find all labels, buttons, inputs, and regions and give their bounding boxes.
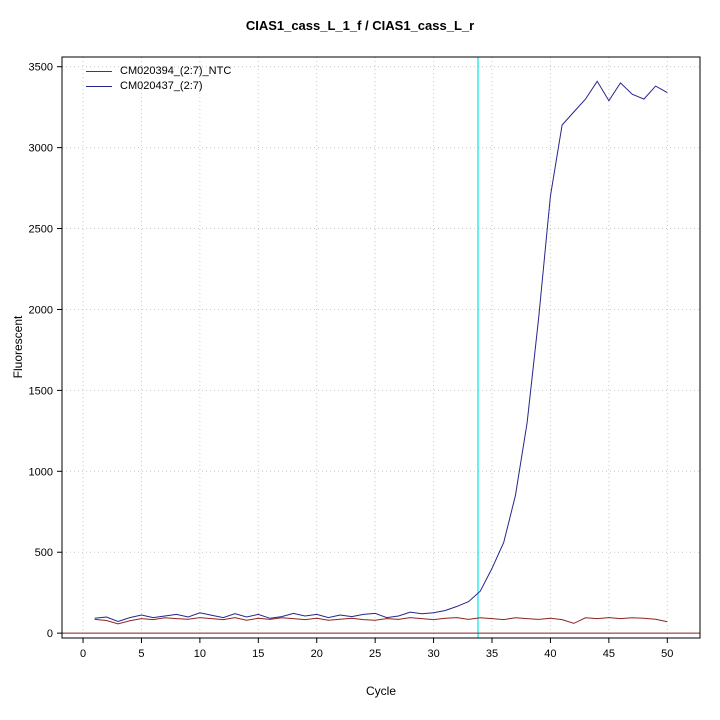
y-tick-label: 3000: [29, 143, 53, 155]
x-tick-label: 20: [311, 648, 323, 660]
x-tick-label: 45: [603, 648, 615, 660]
legend-label-ntc: CM020394_(2:7)_NTC: [120, 65, 232, 77]
x-tick-label: 10: [194, 648, 206, 660]
legend-line-ntc-icon: [86, 71, 112, 72]
legend-item-ntc: CM020394_(2:7)_NTC: [86, 64, 231, 79]
y-tick-label: 3500: [29, 62, 53, 74]
x-tick-label: 15: [252, 648, 264, 660]
y-tick-label: 2000: [29, 304, 53, 316]
y-tick-label: 0: [47, 628, 53, 640]
x-tick-label: 30: [427, 648, 439, 660]
x-axis-label: Cycle: [365, 684, 396, 698]
y-tick-label: 2500: [29, 224, 53, 236]
x-tick-label: 50: [661, 648, 673, 660]
y-tick-label: 1500: [29, 385, 53, 397]
legend-item-sample: CM020437_(2:7): [86, 79, 231, 94]
x-tick-label: 0: [80, 648, 86, 660]
y-tick-label: 1000: [29, 466, 53, 478]
chart-title: CIAS1_cass_L_1_f / CIAS1_cass_L_r: [245, 18, 475, 33]
legend-label-sample: CM020437_(2:7): [120, 80, 203, 92]
x-tick-label: 5: [138, 648, 144, 660]
series-line-1: [94, 80, 668, 623]
x-tick-label: 25: [369, 648, 381, 660]
x-tick-label: 35: [486, 648, 498, 660]
plot-border: [61, 56, 701, 639]
chart-legend: CM020394_(2:7)_NTC CM020437_(2:7): [86, 64, 231, 94]
y-axis-label: Fluorescent: [11, 315, 25, 379]
legend-line-sample-icon: [86, 86, 112, 87]
series-line-0: [94, 617, 668, 625]
x-tick-label: 40: [544, 648, 556, 660]
y-tick-label: 500: [35, 547, 53, 559]
